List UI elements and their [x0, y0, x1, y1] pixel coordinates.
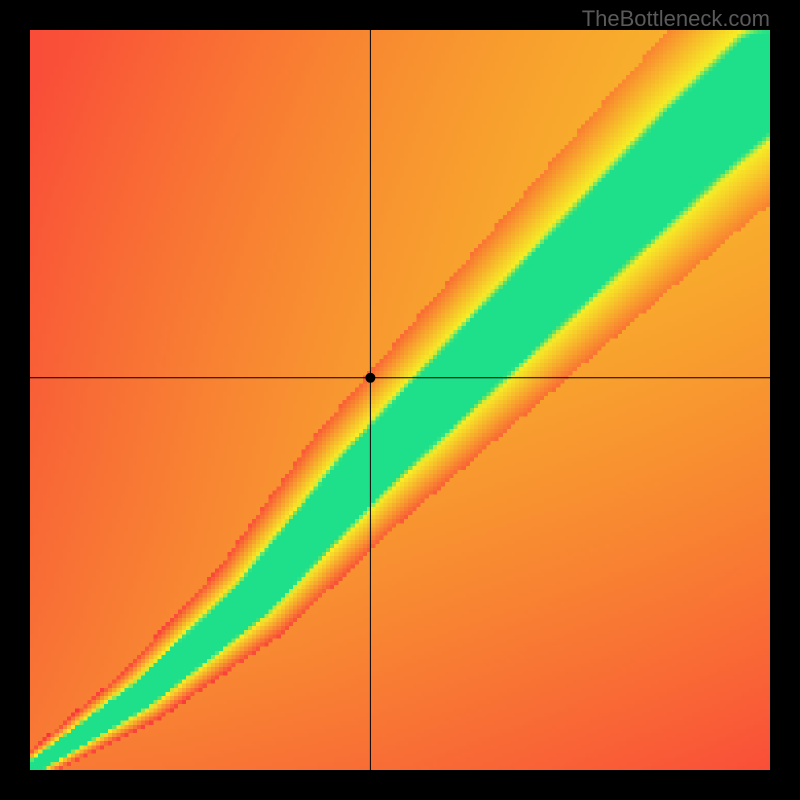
watermark-text: TheBottleneck.com	[582, 6, 770, 32]
chart-container: TheBottleneck.com	[0, 0, 800, 800]
plot-area	[30, 30, 770, 770]
heatmap-canvas	[30, 30, 770, 770]
